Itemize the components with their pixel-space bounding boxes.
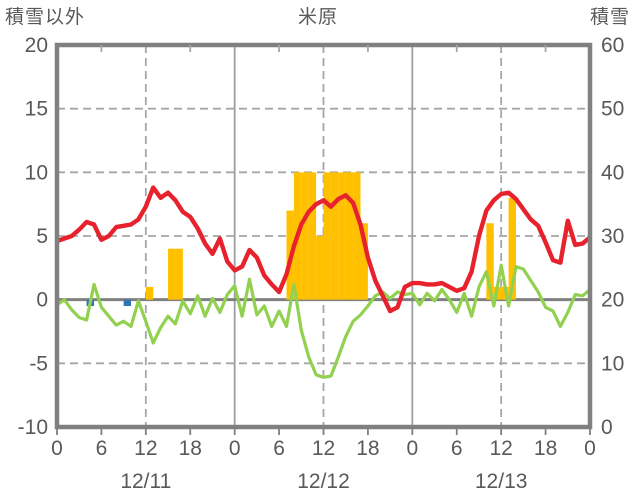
x-hour-label: 0 bbox=[229, 437, 241, 460]
left-axis-tick-label: -10 bbox=[18, 416, 48, 439]
precipitation-bar bbox=[508, 197, 516, 300]
x-date-label: 12/13 bbox=[475, 470, 528, 493]
precipitation-bar bbox=[486, 223, 494, 300]
plot-border bbox=[54, 42, 593, 430]
precipitation-bar bbox=[330, 172, 339, 300]
precipitation-bar bbox=[301, 172, 309, 300]
right-axis-tick-label: 50 bbox=[601, 98, 624, 121]
precipitation-bar bbox=[338, 172, 346, 300]
left-axis-tick-label: 15 bbox=[25, 98, 48, 121]
left-axis-title: 積雪以外 bbox=[5, 7, 86, 28]
x-hour-label: 18 bbox=[534, 437, 557, 460]
x-date-label: 12/12 bbox=[297, 470, 350, 493]
x-hour-label: 12 bbox=[134, 437, 157, 460]
left-axis-tick-label: 0 bbox=[36, 289, 48, 312]
right-axis-tick-label: 20 bbox=[601, 289, 624, 312]
x-hour-label: 18 bbox=[179, 437, 202, 460]
right-axis-title: 積雪 bbox=[589, 7, 630, 28]
precipitation-bar bbox=[308, 172, 317, 300]
x-hour-label: 12 bbox=[312, 437, 335, 460]
precipitation-bar bbox=[323, 172, 331, 300]
right-axis-tick-label: 40 bbox=[601, 161, 624, 184]
green-line bbox=[55, 263, 592, 379]
right-axis-tick-label: 60 bbox=[601, 34, 624, 57]
precipitation-bar bbox=[345, 172, 354, 300]
precipitation-bar bbox=[353, 172, 361, 300]
left-axis-tick-label: -5 bbox=[29, 352, 48, 375]
x-hour-label: 6 bbox=[451, 437, 463, 460]
x-hour-label: 6 bbox=[96, 437, 108, 460]
x-hour-label: 0 bbox=[51, 437, 63, 460]
station-name: 米原 bbox=[297, 7, 338, 28]
right-axis-tick-label: 30 bbox=[601, 225, 624, 248]
left-axis-tick-label: 10 bbox=[25, 161, 48, 184]
precipitation-bar bbox=[360, 223, 368, 300]
x-hour-label: 12 bbox=[489, 437, 512, 460]
left-axis-tick-label: 20 bbox=[25, 34, 48, 57]
x-hour-label: 6 bbox=[273, 437, 285, 460]
precipitation-bar bbox=[175, 248, 183, 300]
blue-bar bbox=[123, 299, 132, 307]
right-axis-tick-label: 10 bbox=[601, 352, 624, 375]
precipitation-bar bbox=[145, 286, 154, 300]
x-hour-label: 0 bbox=[406, 437, 418, 460]
x-hour-label: 0 bbox=[584, 437, 596, 460]
precipitation-bar bbox=[168, 248, 176, 300]
left-axis-tick-label: 5 bbox=[36, 225, 48, 248]
x-date-label: 12/11 bbox=[120, 470, 171, 493]
x-hour-label: 18 bbox=[356, 437, 379, 460]
precipitation-bar bbox=[316, 236, 324, 300]
right-axis-tick-label: 0 bbox=[601, 416, 613, 439]
temperature-line bbox=[54, 185, 593, 314]
